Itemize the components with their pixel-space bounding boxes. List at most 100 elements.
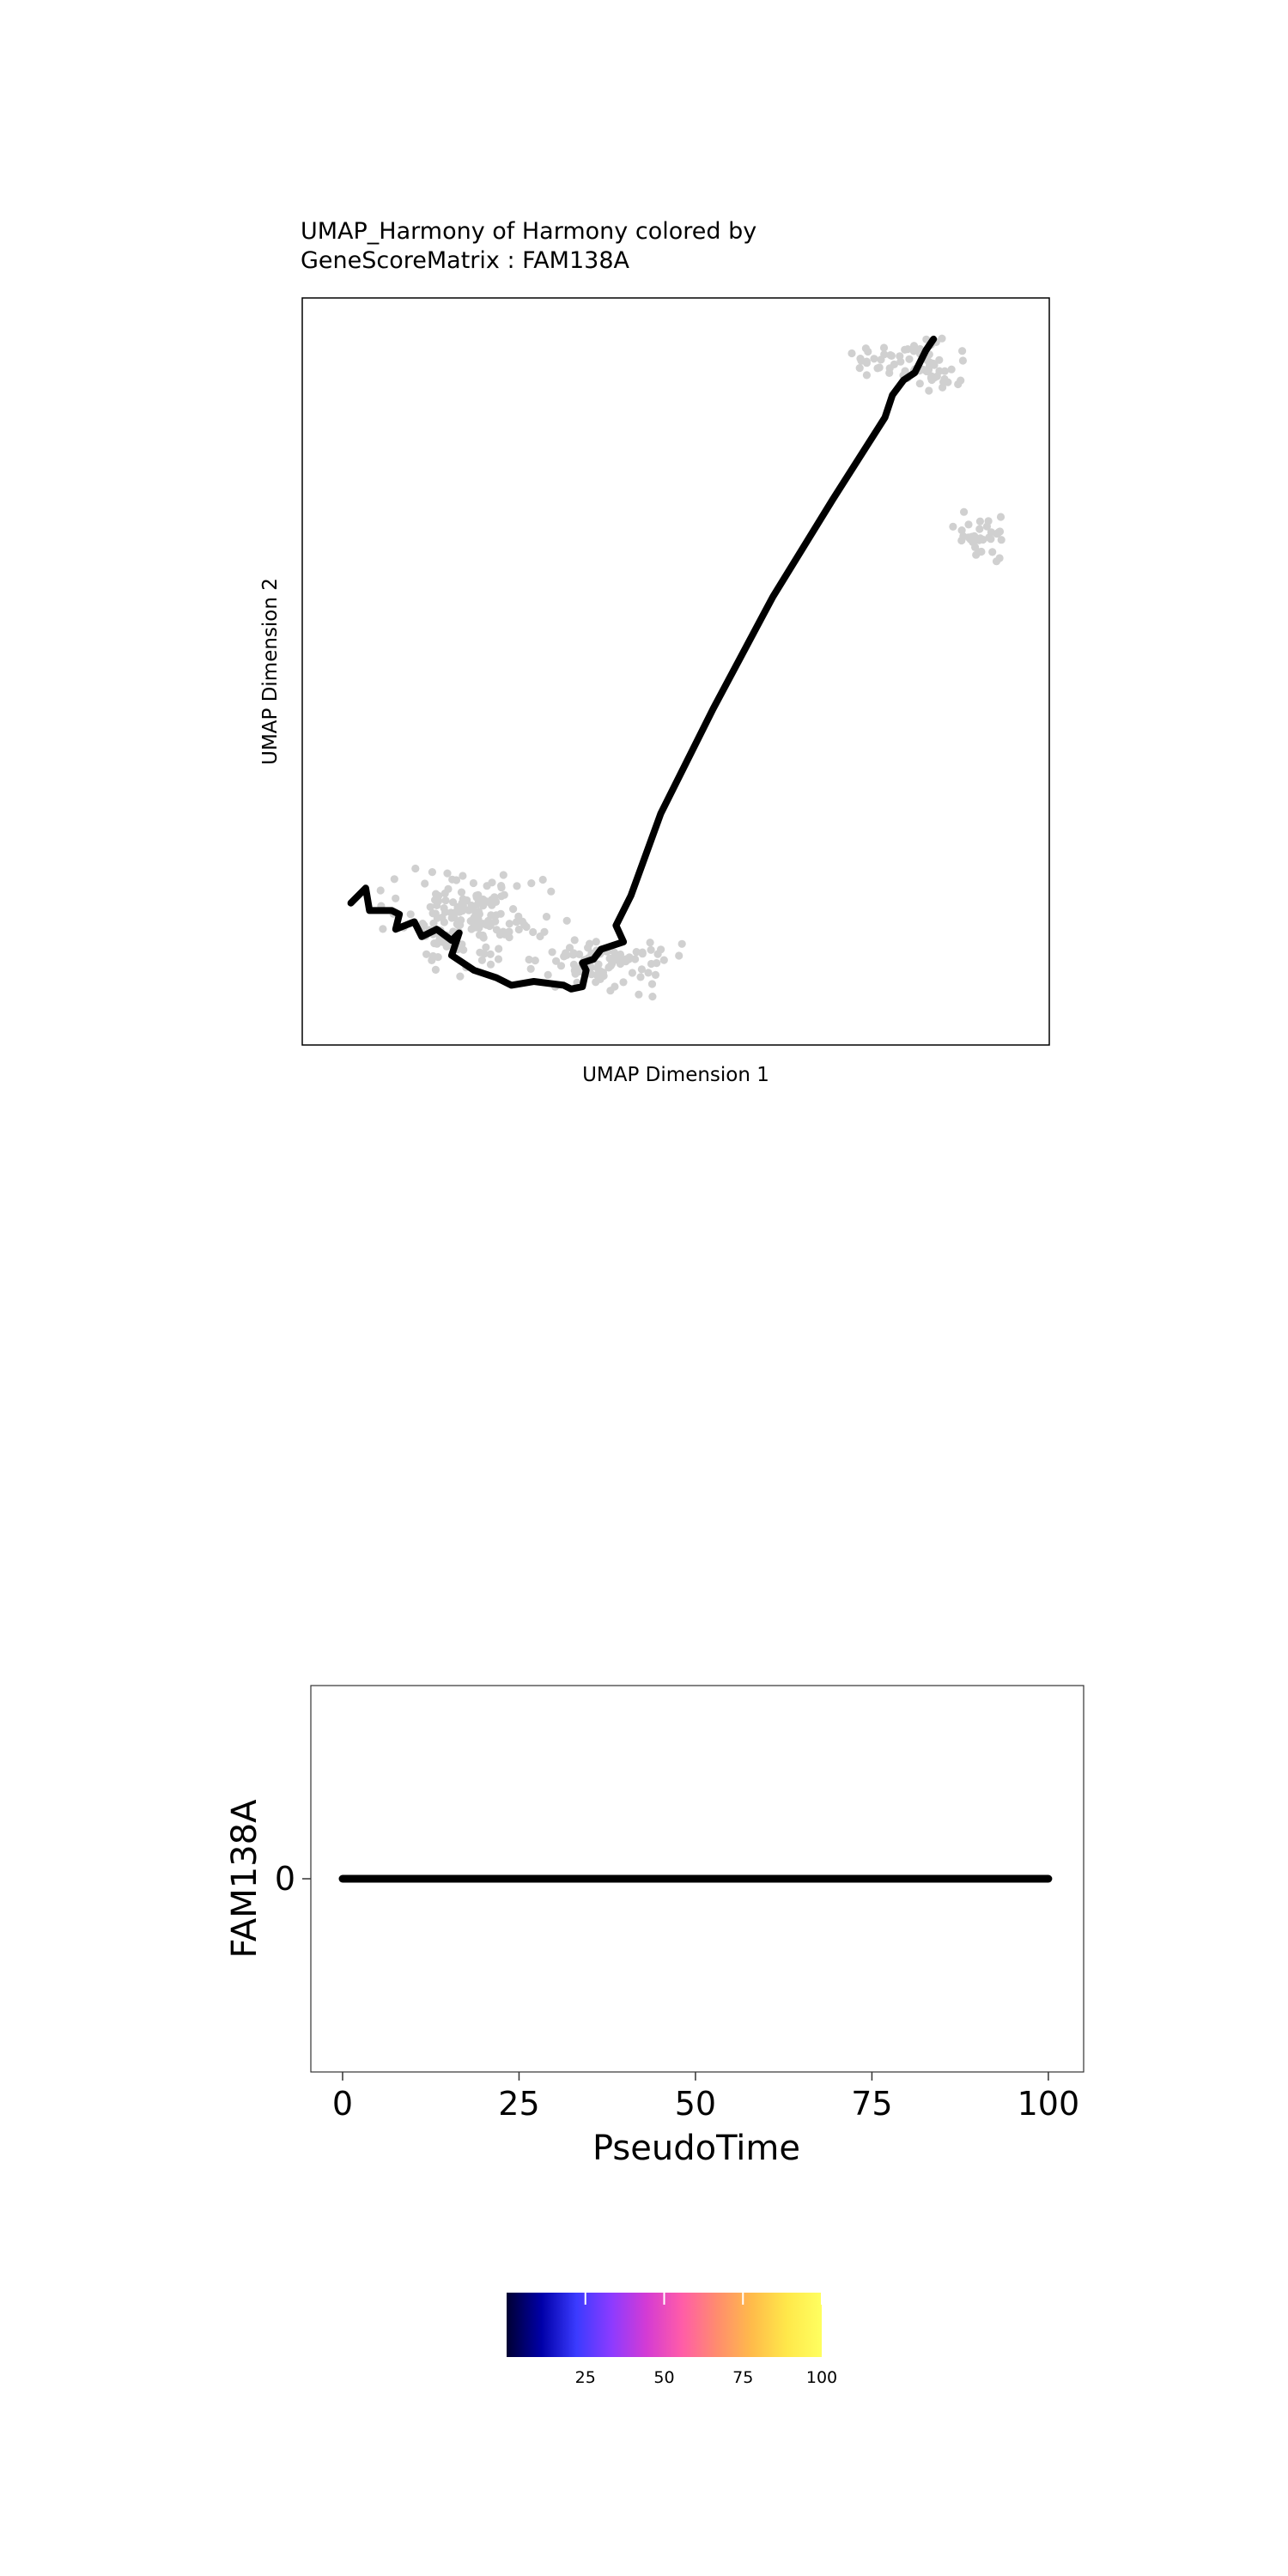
umap-cell-point (441, 896, 450, 905)
pseudotime-x-tick-label: 25 (498, 2085, 539, 2123)
umap-title-line1: UMAP_Harmony of Harmony colored by (301, 218, 756, 245)
umap-cell-point (479, 933, 488, 942)
umap-cell-point (886, 351, 895, 360)
umap-cell-point (547, 887, 556, 896)
pseudotime-y-ticks: 0 (275, 1860, 311, 1898)
umap-cell-point (527, 879, 536, 888)
umap-cell-point (448, 875, 457, 884)
umap-panel: UMAP_Harmony of Harmony colored by GeneS… (259, 218, 1050, 1086)
pseudotime-y-axis-label: FAM138A (225, 1799, 264, 1959)
umap-plot-frame (301, 297, 1050, 1046)
umap-cell-point (855, 364, 864, 373)
umap-cell-point (428, 909, 437, 918)
umap-cell-point (459, 872, 467, 880)
umap-cell-point (939, 383, 947, 392)
umap-cell-point (479, 920, 488, 928)
pseudotime-x-tick-label: 75 (851, 2085, 892, 2123)
umap-cell-point (552, 957, 561, 965)
umap-cell-point (610, 948, 619, 957)
umap-cell-point (930, 361, 939, 369)
umap-cell-point (570, 936, 579, 945)
umap-cell-point (529, 927, 538, 937)
umap-cell-point (562, 916, 571, 925)
umap-title-line2: GeneScoreMatrix : FAM138A (301, 247, 630, 274)
umap-cell-point (632, 948, 641, 957)
umap-cell-point (958, 356, 967, 365)
umap-cell-point (944, 378, 952, 386)
umap-cell-point (469, 878, 478, 888)
umap-cell-point (548, 948, 556, 957)
umap-cell-point (606, 987, 615, 995)
umap-cell-point (862, 357, 871, 366)
umap-cell-point (659, 956, 668, 964)
umap-cell-point (438, 913, 447, 922)
umap-cell-point (992, 557, 1001, 566)
umap-cell-point (587, 970, 596, 979)
pseudotime-x-tick-label: 100 (1018, 2085, 1080, 2123)
umap-cell-point (422, 950, 431, 958)
umap-cell-point (431, 896, 440, 904)
umap-points-group (376, 334, 1005, 1001)
umap-cell-point (406, 910, 415, 919)
umap-cell-point (861, 344, 871, 353)
umap-cell-point (848, 349, 856, 358)
umap-y-axis-label: UMAP Dimension 2 (259, 578, 282, 765)
colorbar-tick-label: 50 (653, 2368, 674, 2387)
umap-cell-point (957, 376, 965, 385)
umap-cell-point (636, 973, 645, 981)
umap-cell-point (635, 990, 643, 999)
umap-cell-point (915, 380, 924, 388)
umap-cell-point (968, 532, 976, 541)
umap-cell-point (465, 906, 473, 914)
umap-cell-point (565, 944, 574, 952)
umap-cell-point (653, 959, 661, 968)
umap-cell-point (592, 938, 600, 946)
umap-cell-point (514, 925, 523, 934)
umap-cell-point (492, 926, 501, 934)
umap-cell-point (434, 953, 442, 962)
pseudotime-panel: 0 0 25 50 75 100 PseudoTime FAM138A (225, 1685, 1084, 2168)
pseudotime-x-ticks: 0 25 50 75 100 (332, 2072, 1079, 2123)
umap-cell-point (457, 888, 466, 896)
umap-cell-point (870, 355, 878, 363)
umap-cell-point (862, 371, 872, 380)
umap-cell-point (542, 913, 551, 921)
umap-cell-point (890, 360, 898, 368)
umap-cell-point (925, 386, 933, 395)
umap-cell-point (392, 894, 400, 902)
umap-cell-point (988, 548, 997, 556)
umap-cell-point (647, 980, 657, 988)
umap-cell-point (379, 925, 387, 933)
colorbar-tick-label: 100 (806, 2368, 837, 2387)
umap-cell-point (975, 517, 984, 526)
umap-cell-point (949, 522, 957, 532)
umap-cell-point (443, 869, 452, 878)
umap-cell-point (439, 938, 447, 946)
umap-cell-point (960, 507, 969, 516)
umap-cell-point (509, 905, 518, 914)
umap-cell-point (982, 522, 991, 531)
umap-cell-point (938, 334, 946, 343)
umap-cell-point (901, 345, 909, 354)
umap-cell-point (584, 944, 592, 952)
umap-cell-point (653, 950, 662, 958)
umap-cell-point (459, 895, 467, 903)
umap-cell-point (531, 957, 539, 965)
umap-cell-point (913, 345, 921, 354)
umap-cell-point (997, 536, 1005, 544)
umap-cell-point (646, 939, 654, 947)
umap-cell-point (622, 957, 630, 966)
pseudotime-x-tick-label: 0 (332, 2085, 353, 2123)
umap-cell-point (975, 525, 984, 533)
umap-cell-point (856, 355, 865, 363)
umap-cell-point (488, 878, 496, 887)
umap-cell-point (376, 886, 385, 895)
umap-cell-point (647, 945, 655, 954)
umap-cell-point (513, 882, 521, 890)
umap-cell-point (935, 355, 944, 364)
umap-cell-point (933, 372, 941, 380)
umap-cell-point (492, 911, 501, 920)
umap-cell-point (431, 965, 440, 974)
umap-cell-point (575, 950, 584, 958)
